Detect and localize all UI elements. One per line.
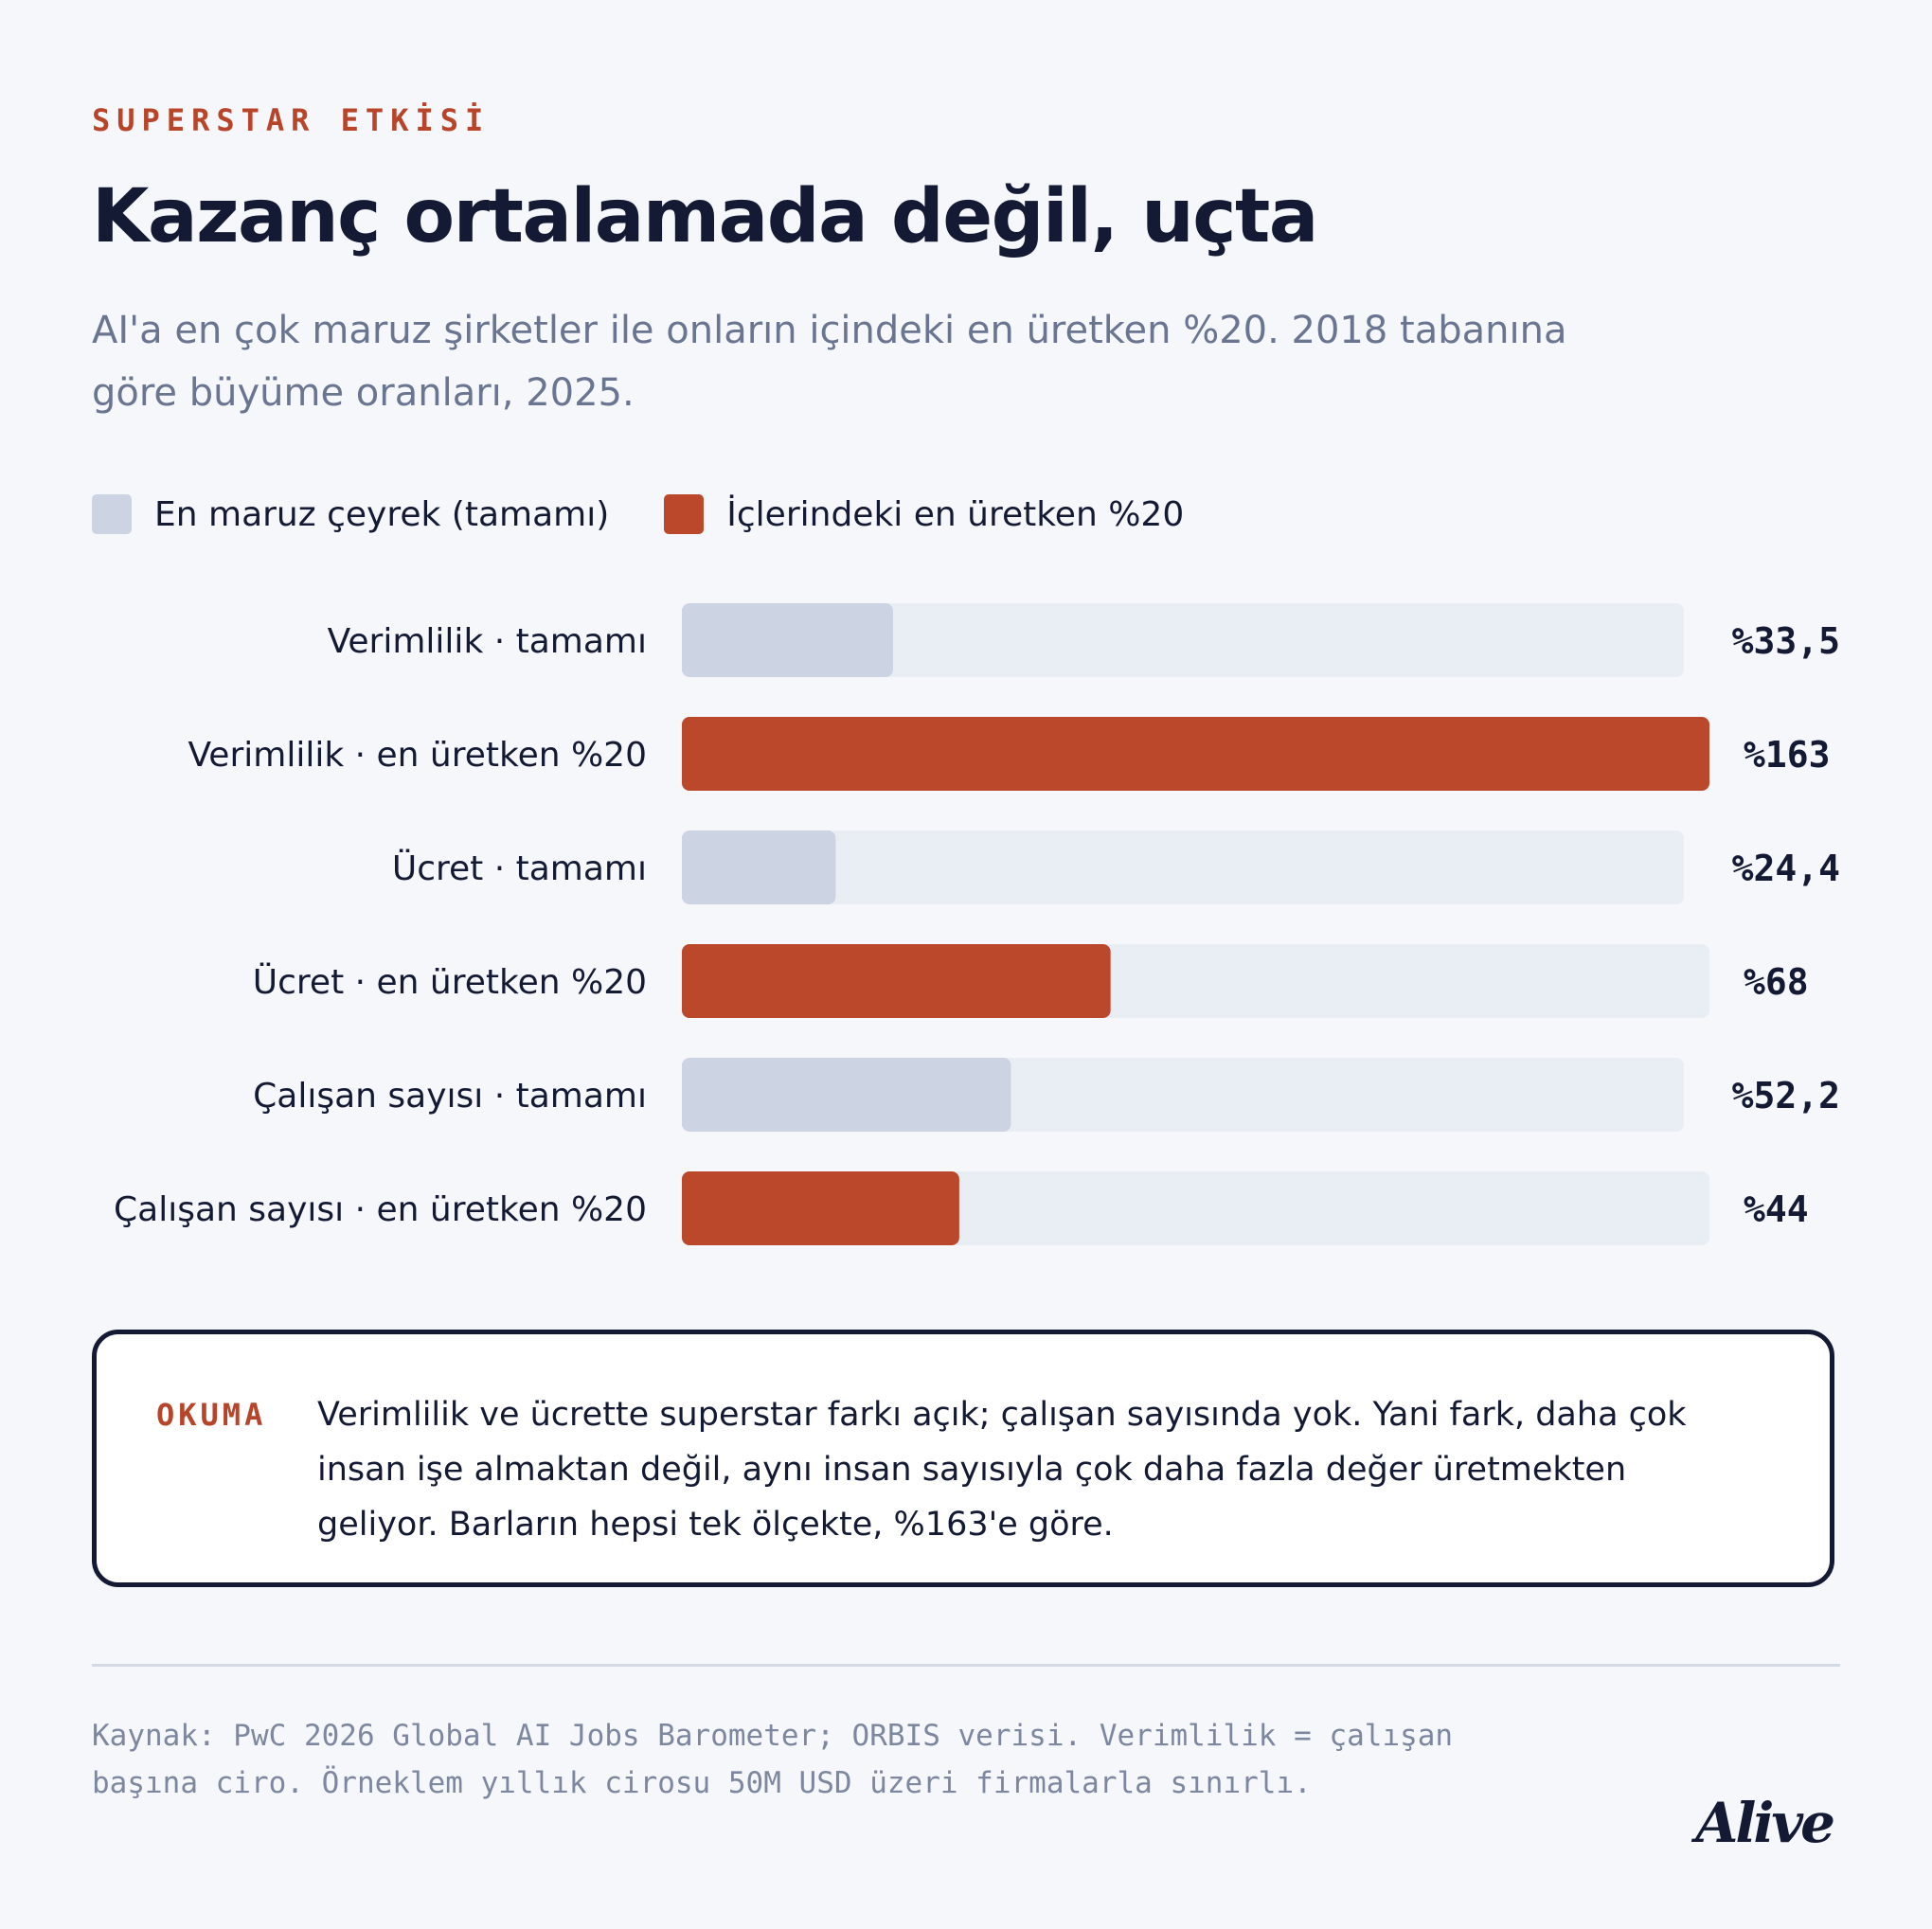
legend-swatch-all (92, 494, 132, 534)
bar-track (682, 831, 1684, 904)
bar-value-label: %68 (1744, 961, 1809, 1003)
bar-value-label: %52,2 (1732, 1075, 1840, 1116)
bar-category-label: Ücret · en üretken %20 (253, 962, 647, 1002)
bar-category-label: Ücret · tamamı (392, 848, 647, 888)
legend-label-all: En maruz çeyrek (tamamı) (154, 494, 610, 534)
legend-label-top: İçlerindeki en üretken %20 (726, 494, 1185, 534)
bar-all (682, 603, 893, 677)
bar-top-20 (682, 1171, 959, 1245)
chart-title: Kazanç ortalamada değil, uçta (92, 174, 1318, 259)
bar-track (682, 603, 1684, 677)
bar-top-20 (682, 717, 1709, 791)
kicker-label: SUPERSTAR ETKİSİ (92, 102, 491, 138)
bar-top-20 (682, 944, 1111, 1018)
bar-chart: Verimlilik · tamamı %33,5 Verimlilik · en … (92, 0, 1840, 1269)
legend-item-top: İçlerindeki en üretken %20 (664, 494, 1184, 534)
legend-item-all: En maruz çeyrek (tamamı) (92, 494, 609, 534)
bar-all (682, 831, 836, 904)
chart-subtitle: AI'a en çok maruz şirketler ile onların … (92, 309, 1567, 415)
footer-divider (92, 1664, 1840, 1667)
reading-callout: OKUMA Verimlilik ve ücrette superstar fa… (92, 1330, 1834, 1587)
callout-text: Verimlilik ve ücrette superstar farkı aç… (317, 1396, 1687, 1544)
bar-value-label: %33,5 (1732, 620, 1840, 662)
bar-value-label: %24,4 (1732, 848, 1840, 889)
bar-category-label: Çalışan sayısı · en üretken %20 (114, 1190, 647, 1229)
brand-logo: Alive (1695, 1791, 1835, 1855)
bar-all (682, 1058, 1011, 1132)
bar-value-label: %163 (1744, 734, 1831, 776)
source-note: Kaynak: PwC 2026 Global AI Jobs Baromete… (92, 1719, 1454, 1800)
bar-value-label: %44 (1744, 1188, 1809, 1230)
bar-category-label: Verimlilik · tamamı (328, 622, 647, 661)
legend: En maruz çeyrek (tamamı) İçlerindeki en … (92, 494, 1239, 534)
bar-chart-svg: Verimlilik · tamamı %33,5 Verimlilik · en … (114, 603, 1840, 1245)
legend-swatch-top (664, 494, 705, 534)
bar-category-label: Verimlilik · en üretken %20 (188, 736, 647, 775)
callout-tag: OKUMA (156, 1397, 267, 1433)
bar-category-label: Çalışan sayısı · tamamı (253, 1077, 647, 1116)
